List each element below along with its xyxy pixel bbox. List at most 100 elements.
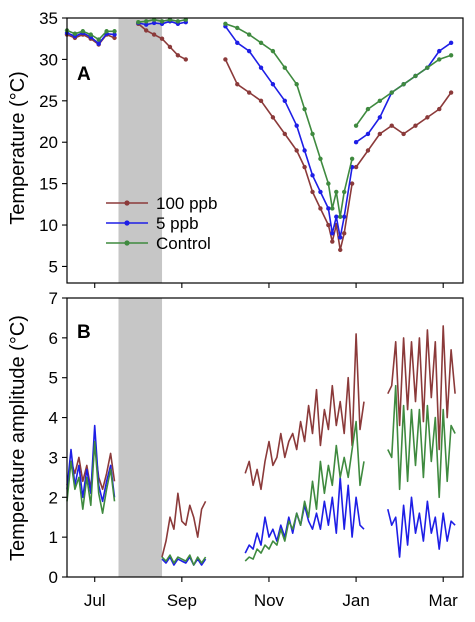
data-point — [401, 82, 406, 87]
data-point — [80, 29, 86, 34]
data-point — [353, 140, 359, 145]
series-line — [355, 42, 452, 143]
x-axis-labels: Jul Sep Nov Jan Mar — [84, 591, 458, 610]
data-point — [365, 148, 371, 153]
data-point — [334, 214, 339, 219]
x-tick-label: Mar — [429, 591, 459, 610]
series-line — [224, 59, 353, 251]
data-point — [338, 214, 343, 219]
y-tick-label: 10 — [39, 216, 58, 235]
data-point — [151, 20, 157, 26]
data-point — [310, 131, 315, 137]
series-line — [161, 492, 207, 558]
y-tick-label: 25 — [39, 92, 58, 111]
data-point — [389, 90, 394, 95]
x-tick-label: Jan — [342, 591, 369, 610]
legend-item: 5 ppb — [106, 214, 199, 233]
y-tick-label: 3 — [49, 448, 58, 467]
data-point — [353, 164, 359, 170]
series-line — [225, 23, 353, 218]
panel-a-y-axis-title: Temperature (°C) — [7, 71, 29, 225]
y-tick-label: 35 — [39, 9, 58, 28]
data-point — [365, 106, 371, 112]
data-point — [448, 53, 454, 58]
plot-frame — [66, 17, 464, 284]
data-point — [338, 235, 343, 240]
series-line — [244, 333, 365, 491]
data-point — [258, 40, 264, 46]
data-point — [310, 189, 315, 195]
data-point — [425, 115, 430, 120]
data-point — [448, 90, 454, 95]
series-line — [161, 556, 207, 566]
panel-a: Temperature (°C) A 5 10 15 20 25 30 35 100 ppb5… — [7, 9, 464, 288]
data-point — [282, 65, 287, 70]
data-point — [334, 189, 339, 195]
data-point — [302, 148, 307, 153]
panel-b-y-axis-title: Temperature amplitude (°C) — [7, 315, 29, 561]
data-point — [104, 29, 109, 34]
data-point — [318, 189, 323, 195]
data-point — [246, 48, 252, 54]
data-point — [330, 206, 335, 211]
data-point — [235, 82, 240, 87]
data-point — [413, 123, 418, 128]
data-point — [302, 106, 307, 112]
data-point — [437, 106, 442, 112]
data-point — [258, 98, 264, 104]
y-tick-label: 5 — [49, 257, 58, 276]
series-line — [66, 440, 116, 514]
data-point — [96, 37, 101, 42]
legend-swatch-marker — [124, 240, 130, 246]
shaded-period — [118, 18, 163, 283]
data-point — [353, 123, 359, 128]
data-point — [377, 115, 383, 120]
data-point — [425, 65, 430, 70]
data-point — [258, 65, 264, 70]
data-point — [112, 32, 117, 37]
series-line — [387, 496, 456, 558]
data-point — [310, 173, 315, 178]
data-point — [136, 19, 141, 25]
data-point — [112, 29, 117, 34]
data-point — [294, 123, 299, 128]
data-point — [270, 115, 276, 120]
series-line — [224, 25, 353, 239]
data-point — [448, 40, 454, 46]
data-point — [342, 189, 347, 195]
data-point — [294, 82, 299, 87]
plot-frame — [66, 297, 464, 578]
series-line — [387, 325, 456, 451]
data-point — [144, 19, 149, 24]
data-point — [270, 82, 276, 87]
data-point — [302, 164, 307, 170]
data-point — [413, 73, 418, 79]
data-point — [365, 131, 371, 137]
legend-label: 100 ppb — [156, 194, 217, 213]
data-point — [326, 206, 331, 211]
series-t100 — [66, 325, 456, 558]
y-tick-label: 2 — [49, 488, 58, 507]
series-line — [387, 384, 456, 499]
x-tick-label: Nov — [254, 591, 285, 610]
data-point — [330, 231, 335, 236]
data-point — [175, 19, 181, 24]
series-line — [66, 424, 116, 503]
data-point — [437, 57, 442, 62]
y-tick-label: 4 — [49, 409, 58, 428]
data-point — [342, 231, 347, 236]
series-line — [355, 54, 452, 127]
y-tick-label: 0 — [49, 568, 58, 587]
y-tick-label: 30 — [39, 50, 58, 69]
data-point — [144, 22, 149, 27]
series-control — [66, 384, 456, 566]
series-control — [64, 17, 454, 219]
data-point — [167, 44, 173, 50]
panel-b-letter: B — [77, 322, 91, 343]
data-point — [159, 19, 165, 24]
data-point — [151, 32, 157, 37]
y-tick-label: 20 — [39, 133, 58, 152]
data-point — [338, 247, 343, 253]
data-point — [112, 35, 117, 41]
